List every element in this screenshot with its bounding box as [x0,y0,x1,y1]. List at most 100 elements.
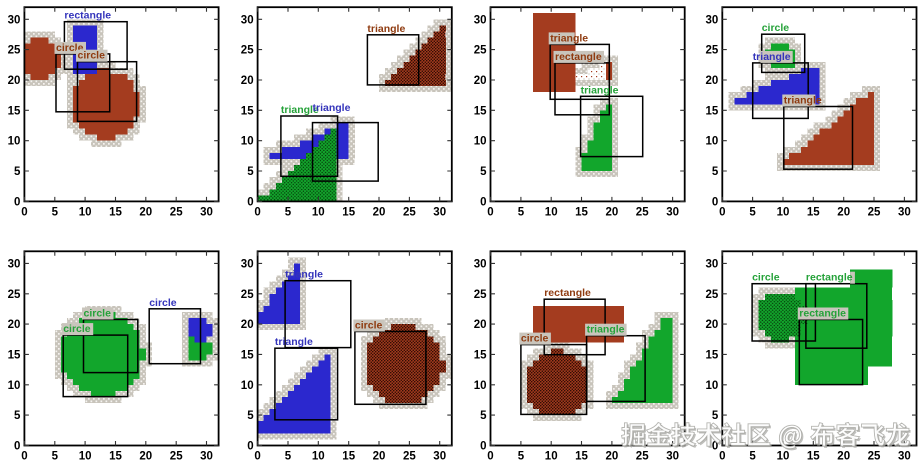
svg-text:20: 20 [474,319,487,331]
svg-text:30: 30 [666,206,679,218]
svg-text:0: 0 [712,441,718,453]
svg-text:15: 15 [342,451,355,463]
svg-text:30: 30 [241,14,254,26]
svg-text:10: 10 [241,136,254,148]
svg-text:circle: circle [84,308,112,320]
svg-text:5: 5 [285,206,292,218]
svg-text:15: 15 [241,105,254,117]
svg-text:triangle: triangle [550,32,588,44]
svg-text:30: 30 [666,451,679,463]
svg-text:30: 30 [433,451,446,463]
svg-text:25: 25 [8,45,21,57]
svg-text:25: 25 [474,289,487,301]
svg-text:5: 5 [14,410,21,422]
svg-text:10: 10 [474,380,487,392]
svg-text:15: 15 [575,206,588,218]
svg-text:0: 0 [21,206,27,218]
svg-text:20: 20 [706,75,719,87]
svg-text:0: 0 [480,196,486,208]
svg-text:0: 0 [719,206,725,218]
svg-text:30: 30 [8,258,21,270]
svg-text:25: 25 [706,289,719,301]
svg-text:10: 10 [79,451,92,463]
svg-text:20: 20 [139,206,152,218]
svg-text:rectangle: rectangle [544,287,591,299]
svg-text:circle: circle [762,22,790,34]
svg-text:10: 10 [706,136,719,148]
svg-text:25: 25 [241,45,254,57]
svg-text:triangle: triangle [587,324,625,336]
svg-text:20: 20 [706,319,719,331]
svg-text:0: 0 [487,206,493,218]
svg-text:10: 10 [777,451,790,463]
svg-text:15: 15 [575,451,588,463]
svg-text:10: 10 [241,380,254,392]
svg-text:20: 20 [373,206,386,218]
svg-text:circle: circle [355,320,383,332]
svg-text:0: 0 [254,451,260,463]
svg-text:0: 0 [14,441,20,453]
svg-text:15: 15 [241,349,254,361]
svg-text:30: 30 [474,258,487,270]
svg-text:20: 20 [241,75,254,87]
svg-text:15: 15 [706,105,719,117]
svg-text:30: 30 [898,206,911,218]
svg-text:30: 30 [433,206,446,218]
svg-text:5: 5 [749,451,756,463]
svg-text:5: 5 [52,206,59,218]
svg-text:triangle: triangle [313,102,351,114]
svg-text:10: 10 [545,206,558,218]
svg-text:triangle: triangle [784,95,822,107]
svg-text:triangle: triangle [285,269,323,281]
svg-text:15: 15 [109,206,122,218]
svg-text:rectangle: rectangle [806,272,853,284]
svg-text:15: 15 [109,451,122,463]
svg-text:5: 5 [749,206,756,218]
svg-text:5: 5 [518,451,525,463]
svg-text:circle: circle [78,50,106,62]
svg-text:0: 0 [712,196,718,208]
svg-text:circle: circle [752,272,780,284]
svg-text:10: 10 [777,206,790,218]
svg-text:15: 15 [807,206,820,218]
svg-text:20: 20 [474,75,487,87]
svg-text:15: 15 [8,349,21,361]
svg-text:25: 25 [636,206,649,218]
svg-text:25: 25 [636,451,649,463]
svg-text:15: 15 [8,105,21,117]
svg-text:5: 5 [247,166,254,178]
svg-text:15: 15 [807,451,820,463]
svg-text:25: 25 [8,289,21,301]
svg-text:circle: circle [63,323,91,335]
svg-text:0: 0 [247,196,253,208]
svg-text:triangle: triangle [753,51,791,63]
svg-text:25: 25 [868,451,881,463]
svg-text:20: 20 [8,75,21,87]
svg-text:25: 25 [170,206,183,218]
svg-text:rectangle: rectangle [799,308,846,320]
svg-text:25: 25 [170,451,183,463]
svg-text:20: 20 [837,451,850,463]
svg-text:20: 20 [373,451,386,463]
svg-text:30: 30 [8,14,21,26]
svg-text:10: 10 [312,206,325,218]
svg-text:25: 25 [403,451,416,463]
svg-text:20: 20 [139,451,152,463]
svg-text:10: 10 [8,136,21,148]
svg-text:25: 25 [474,45,487,57]
svg-text:0: 0 [254,206,260,218]
svg-text:5: 5 [480,166,487,178]
svg-text:20: 20 [606,451,619,463]
svg-text:25: 25 [868,206,881,218]
svg-text:20: 20 [837,206,850,218]
svg-text:10: 10 [474,136,487,148]
svg-text:0: 0 [480,441,486,453]
svg-text:5: 5 [14,166,21,178]
svg-text:5: 5 [247,410,254,422]
svg-text:0: 0 [719,451,725,463]
svg-text:15: 15 [474,349,487,361]
svg-text:triangle: triangle [281,104,319,116]
svg-text:10: 10 [8,380,21,392]
svg-text:25: 25 [241,289,254,301]
svg-text:10: 10 [545,451,558,463]
